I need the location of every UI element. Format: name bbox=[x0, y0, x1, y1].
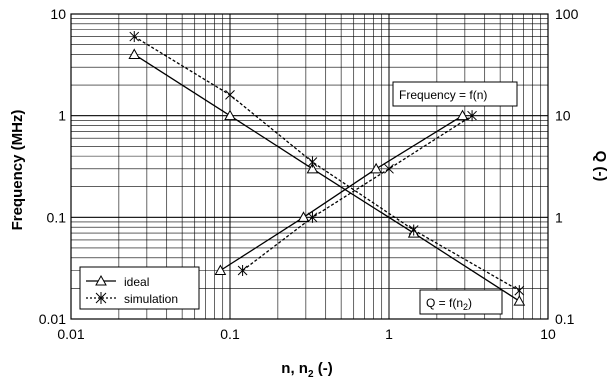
plot-frame bbox=[70, 13, 549, 320]
data-point-simulation bbox=[408, 224, 419, 236]
legend-simulation-label: simulation bbox=[124, 292, 178, 306]
data-point-simulation bbox=[514, 285, 525, 297]
data-point-ideal bbox=[370, 162, 382, 174]
q-annotation-text: Q = f(n2) bbox=[426, 296, 472, 312]
x-axis-title: n, n2 (-) bbox=[281, 360, 332, 378]
y-right-tick-label: 0.1 bbox=[555, 311, 575, 327]
y-right-tick-label: 10 bbox=[555, 108, 571, 124]
grid bbox=[70, 13, 549, 320]
series bbox=[128, 31, 526, 306]
y-left-tick-label: 0.1 bbox=[47, 209, 67, 225]
data-point-simulation bbox=[307, 211, 318, 223]
series-line-simulation-frequency bbox=[133, 35, 520, 292]
x-tick-label: 10 bbox=[540, 326, 556, 342]
data-point-simulation bbox=[307, 156, 318, 168]
legend-simulation-marker bbox=[95, 292, 107, 304]
data-point-ideal bbox=[306, 162, 319, 174]
data-point-simulation bbox=[384, 163, 394, 175]
data-point-ideal bbox=[297, 211, 310, 222]
y-left-tick-label: 1 bbox=[58, 108, 66, 124]
series-line-simulation-q bbox=[242, 115, 473, 272]
legend: ideal simulation bbox=[79, 266, 200, 310]
data-point-simulation bbox=[467, 110, 477, 122]
frequency-annotation: Frequency = f(n) bbox=[392, 81, 518, 107]
legend-ideal-label: ideal bbox=[124, 275, 149, 289]
data-point-ideal bbox=[128, 48, 141, 59]
data-point-ideal bbox=[513, 295, 526, 306]
data-point-ideal bbox=[224, 109, 236, 121]
y-left-tick-label: 0.01 bbox=[39, 311, 66, 327]
data-point-ideal bbox=[456, 109, 469, 121]
right-axis-title: Q (-) bbox=[592, 151, 609, 182]
series-line-ideal-q bbox=[220, 115, 463, 272]
y-left-tick-label: 10 bbox=[50, 6, 66, 22]
y-right-tick-label: 100 bbox=[555, 6, 579, 22]
data-point-simulation bbox=[129, 31, 140, 43]
y-right-tick-label: 1 bbox=[555, 209, 563, 225]
data-point-simulation bbox=[225, 89, 235, 101]
data-point-ideal bbox=[214, 264, 227, 275]
x-tick-label: 0.1 bbox=[220, 326, 240, 342]
x-tick-label: 1 bbox=[385, 326, 393, 342]
left-axis-title: Frequency (MHz) bbox=[9, 110, 26, 231]
data-point-simulation bbox=[237, 264, 248, 276]
legend-ideal-marker bbox=[95, 274, 107, 286]
x-tick-label: 0.01 bbox=[57, 326, 84, 342]
q-annotation: Q = f(n2) bbox=[419, 289, 503, 315]
frequency-annotation-text: Frequency = f(n) bbox=[399, 88, 487, 102]
